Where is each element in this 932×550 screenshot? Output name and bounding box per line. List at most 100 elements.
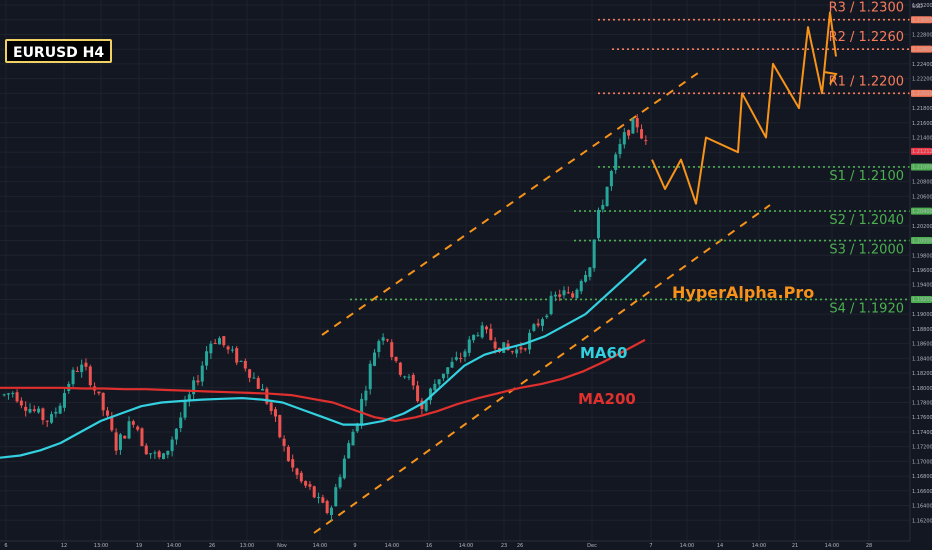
candle-body — [304, 481, 308, 486]
candle-body — [334, 487, 338, 507]
candle-body — [230, 349, 234, 351]
candle-body — [635, 117, 639, 128]
candle-body — [144, 445, 148, 455]
ma60-label: MA60 — [580, 344, 627, 362]
candle-body — [71, 369, 75, 385]
x-tick-label: 13:00 — [240, 543, 254, 549]
forecast-zigzag — [651, 11, 837, 205]
y-tick-label: 1.20200 — [912, 224, 932, 230]
ma200-line — [0, 338, 646, 422]
candle-body — [75, 370, 79, 372]
candle-body — [127, 421, 131, 439]
y-tick-label: 1.22200 — [912, 77, 932, 83]
candle-body — [390, 342, 394, 358]
candle-body — [510, 351, 514, 353]
level-axis-label-r3: 1.23000 — [912, 18, 932, 24]
candle-body — [149, 453, 153, 455]
candle-body — [562, 290, 566, 296]
candle-body — [286, 446, 290, 462]
candle-body — [140, 428, 144, 447]
x-tick-label: 19 — [136, 543, 142, 549]
candle-body — [579, 280, 583, 292]
y-tick-label: 1.16600 — [912, 489, 932, 495]
ma60-line — [0, 258, 647, 459]
candle-body — [502, 342, 506, 353]
candle-body — [28, 408, 32, 413]
symbol-title: EURUSD H4 — [5, 39, 113, 63]
candle-body — [299, 472, 303, 482]
level-axis-label-s1: 1.21000 — [912, 165, 932, 171]
y-tick-label: 1.18400 — [912, 356, 932, 362]
candle-body — [37, 408, 41, 413]
x-tick-label: 28 — [866, 543, 872, 549]
x-tick-label: 26 — [517, 543, 523, 549]
candle-body — [536, 323, 540, 326]
y-tick-label: 1.17800 — [912, 401, 932, 407]
candle-body — [609, 170, 613, 187]
candle-body — [532, 324, 536, 331]
candle-body — [196, 380, 200, 383]
y-tick-label: 1.18800 — [912, 327, 932, 333]
candle-body — [424, 401, 428, 411]
level-axis-tag-s3 — [911, 237, 932, 245]
candle-body — [476, 335, 480, 337]
candle-body — [368, 363, 372, 390]
y-tick-label: 1.19600 — [912, 268, 932, 274]
candle-body — [226, 346, 230, 350]
level-axis-tag-s4 — [911, 295, 932, 303]
level-axis-tag-r3 — [911, 16, 932, 24]
candle-body — [506, 343, 510, 351]
candle-body — [605, 186, 609, 207]
level-axis-tag-r2 — [911, 45, 932, 53]
forecast-path — [651, 11, 838, 205]
candle-body — [19, 400, 23, 406]
y-tick-label: 1.22800 — [912, 32, 932, 38]
candle-body — [398, 362, 402, 375]
level-axis-tag-r1 — [911, 89, 932, 97]
candle-body — [355, 423, 359, 432]
candle-body — [429, 388, 433, 401]
candle-body — [489, 328, 493, 341]
y-tick-label: 1.20800 — [912, 180, 932, 186]
candle-body — [450, 361, 454, 368]
level-axis-label-s4: 1.19200 — [912, 297, 932, 303]
candle-body — [566, 292, 570, 294]
y-tick-label: 1.19000 — [912, 312, 932, 318]
level-label-r3: R3 / 1.2300 — [829, 1, 904, 16]
level-axis-tag-s1 — [911, 163, 932, 171]
candle-body — [80, 364, 84, 373]
candle-body — [243, 360, 247, 369]
current-price-label: 1.21212 — [912, 149, 932, 155]
chart-labels: HyperAlpha.Pro MA60 MA200 — [578, 283, 814, 408]
candle-body — [50, 414, 54, 423]
candle-body — [213, 342, 217, 344]
candle-body — [32, 409, 36, 411]
candle-body — [549, 295, 553, 315]
candle-body — [110, 417, 114, 431]
time-axis[interactable]: 6 12 13:00 19 14:00 26 13:00 Nov 14:00 9 14:00 16 14… — [0, 540, 910, 550]
candle-body — [15, 392, 19, 402]
x-tick-label: 9 — [353, 543, 356, 549]
candle-body — [385, 339, 389, 341]
candlesticks — [2, 114, 648, 521]
candle-body — [480, 325, 484, 338]
candle-body — [325, 500, 329, 514]
candle-body — [131, 421, 135, 425]
candle-body — [235, 348, 239, 363]
y-tick-label: 1.22400 — [912, 62, 932, 68]
candle-body — [601, 204, 605, 210]
x-tick-label: 13:00 — [94, 543, 108, 549]
candle-body — [553, 294, 557, 297]
level-label-s1: S1 / 1.2100 — [829, 169, 904, 184]
trend-channel — [313, 72, 771, 534]
x-tick-label: 16 — [426, 543, 432, 549]
candle-body — [174, 428, 178, 440]
candle-body — [24, 406, 28, 411]
level-axis-label-s2: 1.20400 — [912, 209, 932, 215]
candle-body — [54, 411, 58, 414]
x-tick-label: 6 — [4, 543, 7, 549]
candle-body — [187, 394, 191, 402]
candle-body — [403, 376, 407, 378]
